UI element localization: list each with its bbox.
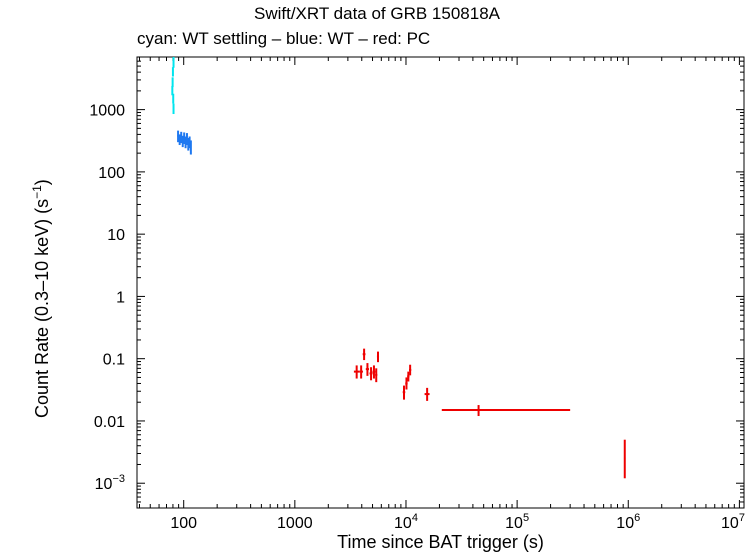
y-tick-label: 10−3 bbox=[95, 473, 125, 493]
chart-subtitle: cyan: WT settling – blue: WT – red: PC bbox=[137, 29, 431, 48]
y-axis-label-main: Count Rate (0.3–10 keV) (s bbox=[32, 198, 52, 418]
y-tick-label: 0.1 bbox=[103, 352, 125, 369]
series-pc bbox=[353, 348, 626, 479]
data-point bbox=[359, 365, 363, 379]
axis-ticks bbox=[137, 56, 744, 509]
x-axis-label: Time since BAT trigger (s) bbox=[337, 532, 544, 552]
x-tick-label: 105 bbox=[505, 512, 529, 532]
data-points bbox=[171, 57, 626, 479]
y-tick-label: 1 bbox=[116, 289, 125, 306]
data-point bbox=[372, 365, 376, 379]
data-point bbox=[189, 140, 192, 155]
axis-tick-labels: 100 1000 104 105 106 107 10−3 0.01 0.1 1 10 100 1000 bbox=[89, 103, 745, 532]
data-point bbox=[409, 364, 412, 376]
plot-frame bbox=[136, 56, 745, 509]
y-axis-label-exponent: −1 bbox=[30, 185, 44, 199]
data-point bbox=[407, 371, 410, 382]
data-point bbox=[365, 363, 370, 376]
data-point bbox=[441, 405, 571, 417]
y-axis-label-close: ) bbox=[32, 179, 52, 186]
data-point bbox=[362, 348, 366, 361]
data-point bbox=[172, 57, 175, 68]
y-tick-label: 1000 bbox=[89, 103, 125, 120]
data-point bbox=[402, 385, 406, 400]
chart-title: Swift/XRT data of GRB 150818A bbox=[253, 4, 500, 23]
x-tick-label: 1000 bbox=[277, 515, 313, 532]
x-tick-label: 107 bbox=[721, 512, 745, 532]
series-wt bbox=[177, 130, 192, 155]
x-tick-label: 100 bbox=[170, 515, 197, 532]
x-tick-label: 106 bbox=[616, 512, 640, 532]
data-point bbox=[172, 93, 175, 104]
data-point bbox=[376, 351, 380, 363]
data-point bbox=[375, 368, 378, 383]
data-point bbox=[177, 130, 180, 143]
data-point bbox=[353, 365, 360, 379]
y-axis-label: Count Rate (0.3–10 keV) (s−1) bbox=[30, 179, 53, 418]
data-point bbox=[171, 77, 174, 88]
data-point bbox=[424, 387, 430, 401]
data-point bbox=[623, 439, 626, 479]
data-point bbox=[171, 67, 174, 77]
y-tick-label: 10 bbox=[107, 227, 125, 244]
data-point bbox=[369, 367, 373, 381]
data-point bbox=[171, 85, 174, 96]
x-tick-label: 104 bbox=[394, 512, 418, 532]
data-point bbox=[178, 134, 181, 146]
y-tick-label: 100 bbox=[98, 165, 125, 182]
y-tick-label: 0.01 bbox=[94, 414, 125, 431]
series-wt-settling bbox=[171, 57, 175, 115]
data-point bbox=[172, 103, 175, 115]
data-point bbox=[405, 377, 408, 390]
